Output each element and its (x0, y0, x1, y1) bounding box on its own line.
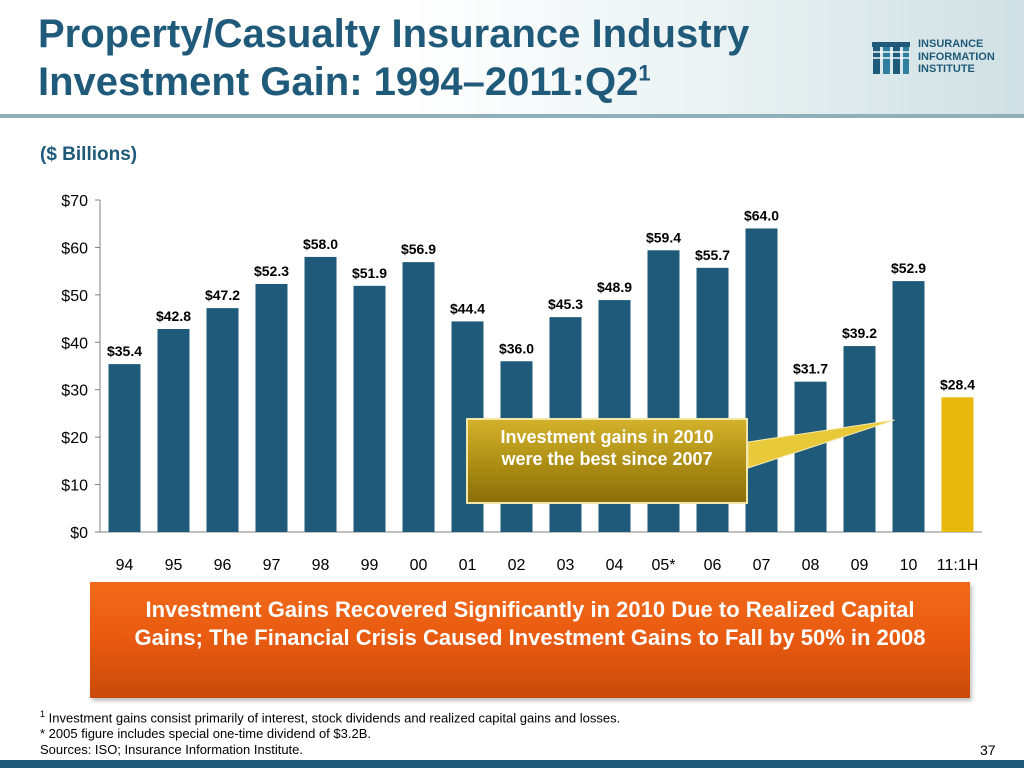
iii-logo: INSURANCE INFORMATION INSTITUTE (872, 36, 1012, 80)
bar (255, 283, 288, 532)
header-band (0, 0, 1024, 118)
y-tick-label: $50 (61, 288, 88, 305)
bar (892, 281, 925, 532)
bar-value-label: $44.4 (450, 300, 485, 316)
bar (745, 228, 778, 532)
bar-value-label: $47.2 (205, 287, 240, 303)
footer-bar (0, 760, 1024, 768)
x-tick-label: 98 (312, 557, 330, 574)
bar-value-label: $36.0 (499, 340, 534, 356)
footnote-1: 1 Investment gains consist primarily of … (40, 706, 620, 726)
x-tick-label: 95 (165, 557, 183, 574)
bar-value-label: $28.4 (940, 376, 975, 392)
bar-value-label: $52.9 (891, 260, 926, 276)
bar-value-label: $39.2 (842, 325, 877, 341)
x-tick-label: 10 (900, 557, 918, 574)
bar (304, 256, 337, 532)
bar (794, 381, 827, 532)
footnote-1-text: Investment gains consist primarily of in… (48, 710, 621, 726)
x-tick-label: 03 (557, 557, 575, 574)
y-tick-label: $30 (61, 383, 88, 400)
sources-note: Sources: ISO; Insurance Information Inst… (40, 742, 304, 758)
bar-value-label: $58.0 (303, 236, 338, 252)
bar (157, 329, 190, 532)
bar-value-label: $64.0 (744, 207, 779, 223)
x-tick-label: 99 (361, 557, 379, 574)
x-tick-label: 08 (802, 557, 820, 574)
bar-value-label: $35.4 (107, 343, 142, 359)
bar-value-label: $42.8 (156, 308, 191, 324)
x-tick-label: 01 (459, 557, 477, 574)
summary-banner: Investment Gains Recovered Significantly… (90, 582, 970, 698)
bar-value-label: $52.3 (254, 263, 289, 279)
y-tick-label: $40 (61, 335, 88, 352)
bar-value-label: $55.7 (695, 247, 730, 263)
x-tick-label: 11:1H (937, 557, 979, 574)
logo-text: INSURANCE INFORMATION INSTITUTE (918, 38, 995, 76)
bar-value-label: $48.9 (597, 279, 632, 295)
callout-box: Investment gains in 2010 were the best s… (466, 418, 748, 504)
header-divider (0, 114, 1024, 118)
logo-line-3: INSTITUTE (918, 63, 975, 75)
logo-line-2: INFORMATION (918, 50, 995, 63)
bar-value-label: $45.3 (548, 296, 583, 312)
bar-value-label: $56.9 (401, 241, 436, 257)
y-tick-label: $0 (70, 525, 88, 542)
x-tick-label: 02 (508, 557, 526, 574)
page-number: 37 (980, 742, 996, 758)
bar-value-label: $31.7 (793, 361, 828, 377)
x-tick-label: 00 (410, 557, 428, 574)
x-tick-label: 96 (214, 557, 232, 574)
title-line-2: Investment Gain: 1994–2011:Q2 (38, 60, 639, 104)
x-tick-label: 06 (704, 557, 722, 574)
x-tick-label: 97 (263, 557, 281, 574)
footnote-1-marker: 1 (40, 709, 46, 719)
bar (108, 364, 141, 532)
bar-value-label: $59.4 (646, 229, 681, 245)
x-tick-label: 05* (651, 557, 675, 574)
bar-value-label: $51.9 (352, 265, 387, 281)
x-tick-label: 94 (116, 557, 134, 574)
footnotes: 1 Investment gains consist primarily of … (40, 706, 620, 758)
logo-line-1: INSURANCE (918, 38, 984, 50)
page-title: Property/Casualty Insurance Industry Inv… (38, 10, 838, 106)
bar (353, 285, 386, 532)
title-footnote-marker: 1 (638, 60, 651, 86)
bar-chart: $0 $10 $20 $30 $40 $50 $60 $70 $35.4 94 $42.8 95 $47… (61, 193, 982, 574)
iii-logo-icon (872, 42, 910, 74)
y-tick-label: $60 (61, 240, 88, 257)
x-tick-label: 07 (753, 557, 771, 574)
y-tick-label: $70 (61, 193, 88, 210)
bar (402, 262, 435, 532)
y-tick-label: $10 (61, 478, 88, 495)
callout-pointer (747, 419, 895, 469)
bar (941, 397, 974, 532)
bar (206, 308, 239, 532)
title-line-1: Property/Casualty Insurance Industry (38, 12, 750, 56)
x-tick-label: 04 (606, 557, 624, 574)
y-tick-label: $20 (61, 430, 88, 447)
units-label: ($ Billions) (40, 144, 138, 165)
bar (843, 346, 876, 532)
x-tick-label: 09 (851, 557, 869, 574)
footnote-2: * 2005 figure includes special one-time … (40, 726, 371, 742)
